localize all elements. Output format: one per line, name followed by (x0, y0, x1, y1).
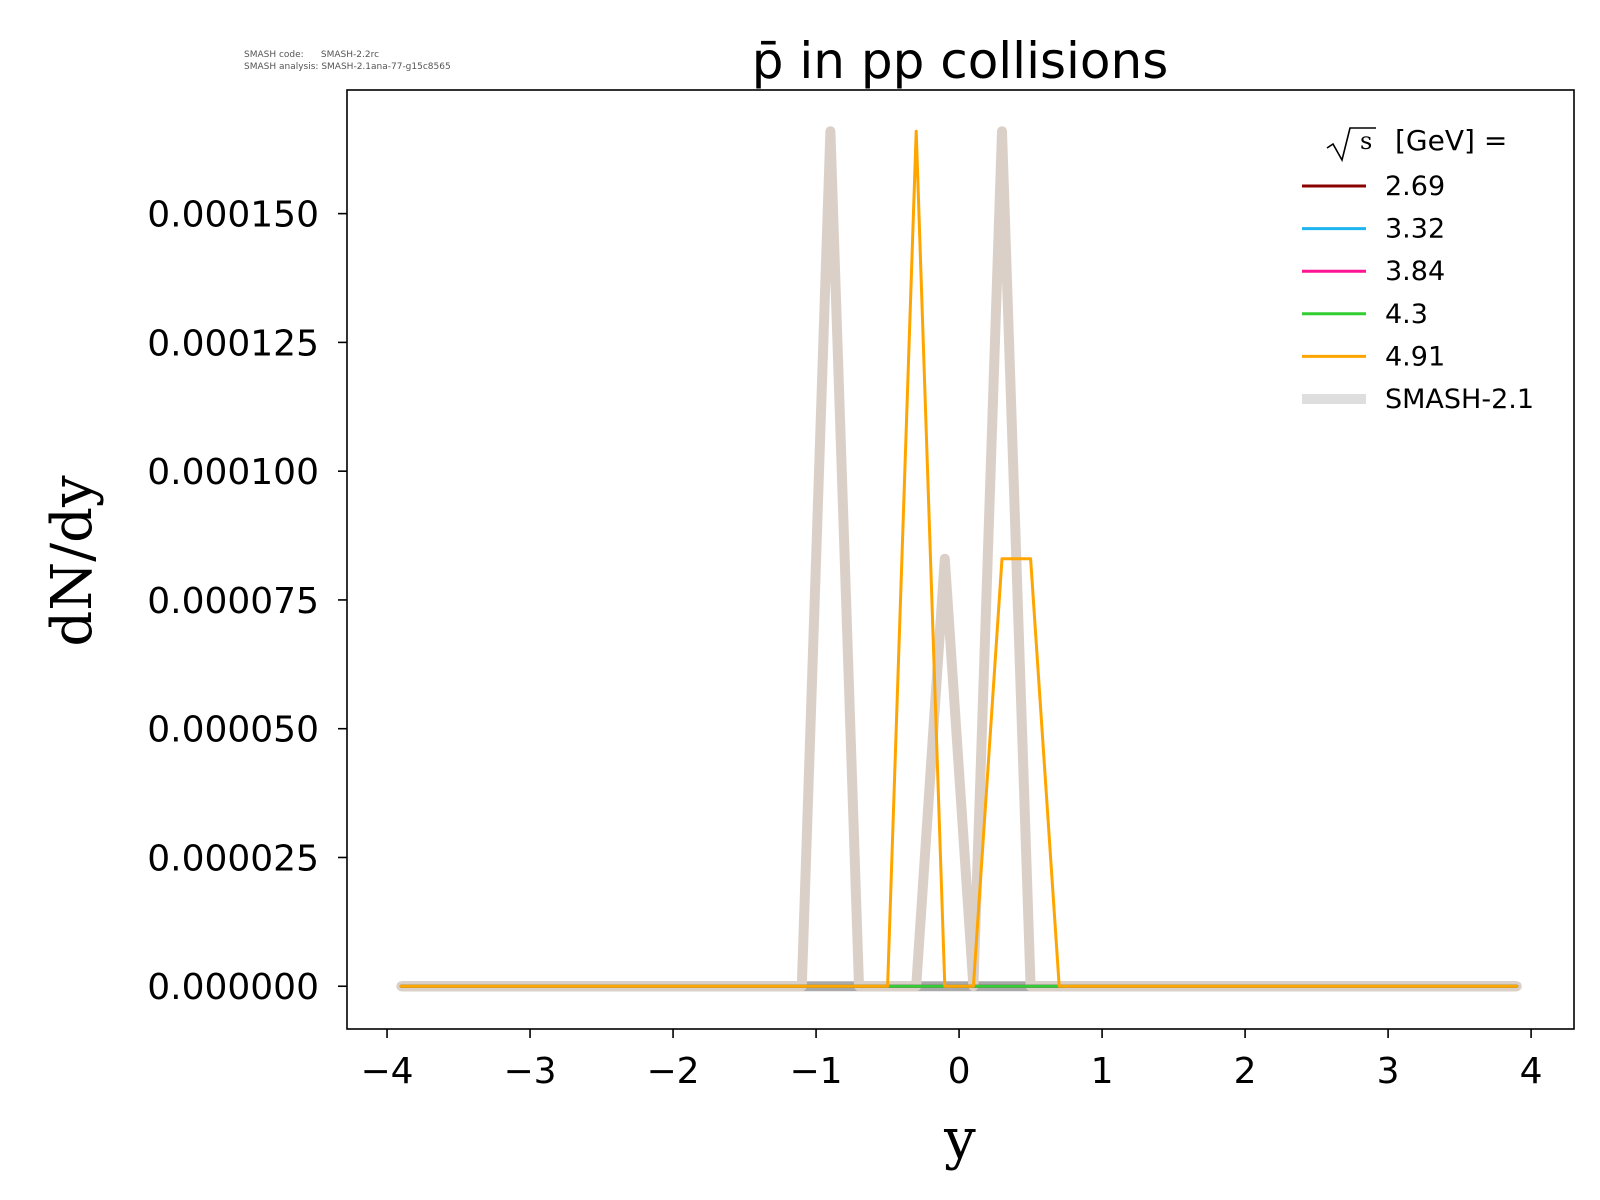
x-tick-label: 2 (1234, 1051, 1257, 1092)
legend-entry-3-32: 3.32 (1302, 214, 1445, 245)
series-line-4-91 (399, 129, 1519, 988)
x-tick-label: −2 (647, 1051, 700, 1092)
x-tick-label: 4 (1520, 1051, 1543, 1092)
smash-code-label: SMASH code: (244, 50, 304, 60)
series-line-smash-2-1 (396, 126, 1522, 992)
legend-entry-2-69: 2.69 (1302, 171, 1445, 202)
y-axis-ticks: 0.000000 0.000025 0.000050 0.000075 0.000100… (147, 195, 347, 1008)
plot-frame (346, 89, 1575, 1030)
y-tick-label: 0.000075 (147, 581, 319, 622)
x-tick-label: −3 (504, 1051, 557, 1092)
legend-label: 4.91 (1385, 341, 1445, 372)
legend-title: s [GeV] = (1326, 124, 1507, 163)
legend-entry-4-3: 4.3 (1302, 299, 1428, 330)
legend-label: 4.3 (1385, 299, 1428, 330)
smash-analysis-value: SMASH-2.1ana-77-g15c8565 (321, 62, 451, 72)
x-axis-ticks: −4 −3 −2 −1 0 1 2 3 4 (361, 1029, 1543, 1092)
x-tick-label: −4 (361, 1051, 414, 1092)
legend-label: 3.84 (1385, 256, 1445, 287)
legend: s [GeV] = 2.69 3.32 3.84 4.3 4.91 SMASH-2.1 (1302, 124, 1534, 415)
y-axis-label: dN/dy (40, 475, 105, 647)
chart-title: p̄ in pp collisions (752, 32, 1169, 90)
series-layer (396, 126, 1522, 992)
x-tick-label: 0 (948, 1051, 971, 1092)
y-tick-label: 0.000100 (147, 452, 319, 493)
legend-entries: 2.69 3.32 3.84 4.3 4.91 SMASH-2.1 (1302, 171, 1534, 415)
legend-label: 2.69 (1385, 171, 1445, 202)
x-axis-label: y (943, 1107, 976, 1172)
sqrt-icon (1326, 127, 1376, 163)
smash-analysis-version: SMASH analysis: SMASH-2.1ana-77-g15c8565 (244, 62, 451, 72)
smash-code-version: SMASH code: SMASH-2.2rc (244, 50, 379, 60)
legend-title-text: [GeV] = (1395, 124, 1507, 157)
legend-label: 3.32 (1385, 214, 1445, 245)
y-tick-label: 0.000125 (147, 323, 319, 364)
y-tick-label: 0.000050 (147, 710, 319, 751)
x-tick-label: −1 (790, 1051, 843, 1092)
y-tick-label: 0.000000 (147, 967, 319, 1008)
x-tick-label: 3 (1377, 1051, 1400, 1092)
legend-label: SMASH-2.1 (1385, 384, 1534, 415)
legend-entry-3-84: 3.84 (1302, 256, 1445, 287)
legend-title-sqrt-arg: s (1360, 127, 1372, 155)
x-tick-label: 1 (1091, 1051, 1114, 1092)
y-tick-label: 0.000025 (147, 838, 319, 879)
legend-entry-smash-2-1: SMASH-2.1 (1302, 384, 1534, 415)
smash-code-value: SMASH-2.2rc (320, 50, 380, 60)
legend-entry-4-91: 4.91 (1302, 341, 1445, 372)
y-tick-label: 0.000150 (147, 195, 319, 236)
smash-analysis-label: SMASH analysis: (244, 62, 319, 72)
